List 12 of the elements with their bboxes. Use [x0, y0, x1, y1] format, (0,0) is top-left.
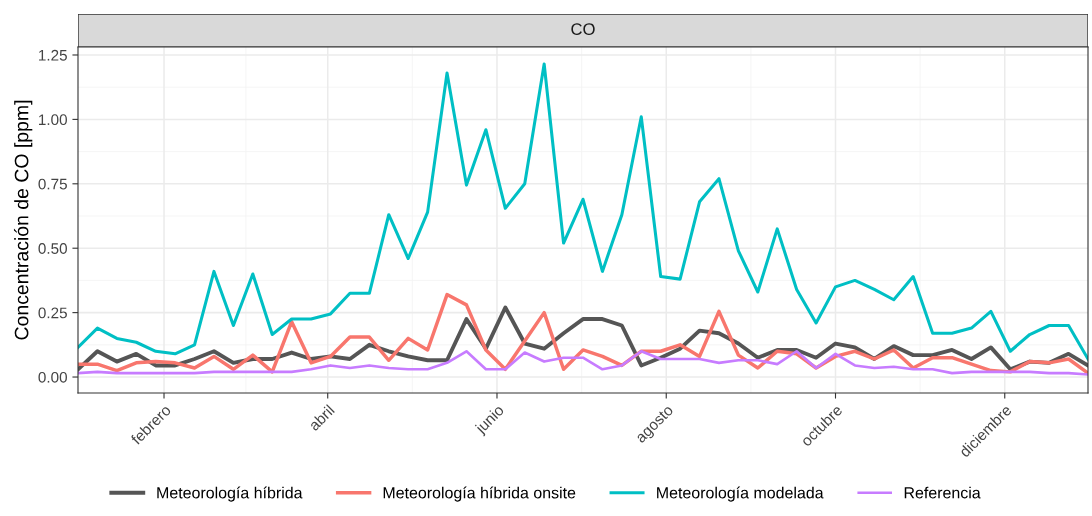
y-tick-label: 0.50	[38, 243, 67, 254]
y-axis-title: Concentración de CO [ppm]	[13, 100, 33, 340]
y-tick-label: 0.25	[38, 307, 67, 319]
legend-label: Referencia	[904, 486, 981, 499]
y-tick-label: 0.75	[38, 178, 67, 190]
chart-title: CO	[571, 23, 595, 35]
legend-label: Meteorología modelada	[657, 486, 824, 502]
legend-label: Meteorología híbrida	[157, 486, 303, 502]
y-tick-label: 1.00	[39, 114, 67, 126]
legend-label: Meteorología híbrida onsite	[383, 486, 576, 502]
y-tick-label: 1.25	[39, 49, 67, 61]
y-tick-label: 0.00	[38, 371, 67, 383]
